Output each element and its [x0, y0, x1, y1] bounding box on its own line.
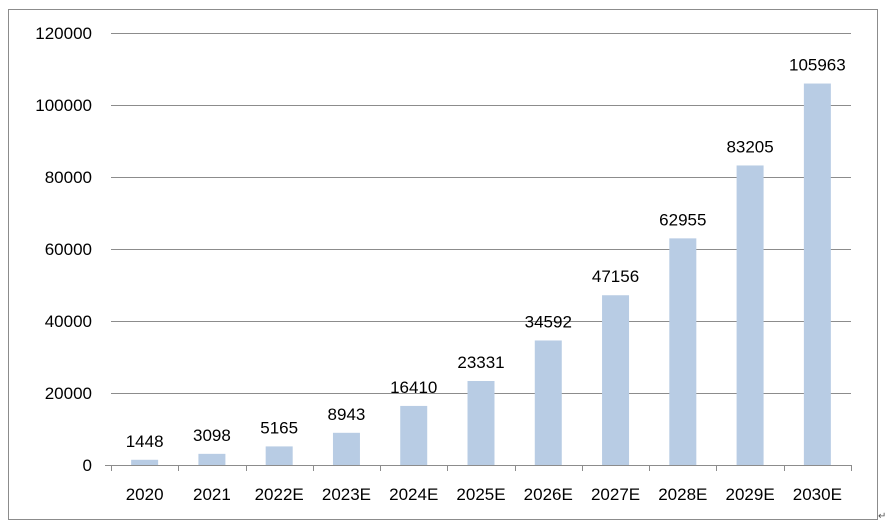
paragraph-return-mark: ↵ — [878, 511, 886, 522]
gridlines — [111, 33, 851, 394]
bar — [534, 340, 562, 465]
chart-frame — [8, 9, 878, 520]
bar — [669, 238, 697, 465]
bar — [602, 295, 630, 465]
x-tick-label: 2026E — [524, 485, 573, 504]
bar — [198, 453, 226, 465]
x-tick-label: 2022E — [255, 485, 304, 504]
bar — [803, 83, 831, 465]
bar — [131, 459, 159, 465]
y-axis-tick-labels: 0 20000 40000 60000 80000 100000 120000 — [35, 24, 92, 475]
data-label: 1448 — [126, 432, 164, 451]
y-tick-label: 60000 — [45, 240, 92, 259]
x-tick-label: 2021 — [193, 485, 231, 504]
data-label: 8943 — [328, 405, 366, 424]
bar — [467, 381, 495, 465]
bars — [131, 83, 831, 465]
y-tick-label: 100000 — [35, 96, 92, 115]
data-label: 23331 — [457, 353, 504, 372]
data-label: 83205 — [726, 137, 773, 156]
data-label: 34592 — [525, 312, 572, 331]
bar — [400, 405, 428, 465]
y-tick-label: 120000 — [35, 24, 92, 43]
y-tick-label: 80000 — [45, 168, 92, 187]
data-label: 3098 — [193, 426, 231, 445]
y-tick-label: 20000 — [45, 384, 92, 403]
bar — [332, 432, 360, 465]
data-label: 5165 — [260, 418, 298, 437]
data-label: 105963 — [789, 56, 846, 75]
data-label: 16410 — [390, 378, 437, 397]
x-axis-tick-labels: 2020 2021 2022E 2023E 2024E 2025E 2026E 2027E 20… — [126, 485, 842, 504]
x-tick-label: 2020 — [126, 485, 164, 504]
x-axis — [105, 465, 852, 471]
bar — [265, 446, 293, 465]
data-label: 47156 — [592, 267, 639, 286]
x-tick-label: 2024E — [389, 485, 438, 504]
x-tick-label: 2028E — [658, 485, 707, 504]
data-labels: 1448 3098 5165 8943 16410 23331 34592 47156 6295… — [126, 56, 846, 451]
data-label: 62955 — [659, 210, 706, 229]
x-tick-label: 2029E — [726, 485, 775, 504]
x-tick-label: 2027E — [591, 485, 640, 504]
y-tick-label: 0 — [83, 456, 92, 475]
x-tick-label: 2023E — [322, 485, 371, 504]
x-tick-label: 2025E — [456, 485, 505, 504]
bar — [736, 165, 764, 465]
y-tick-label: 40000 — [45, 312, 92, 331]
x-tick-label: 2030E — [793, 485, 842, 504]
